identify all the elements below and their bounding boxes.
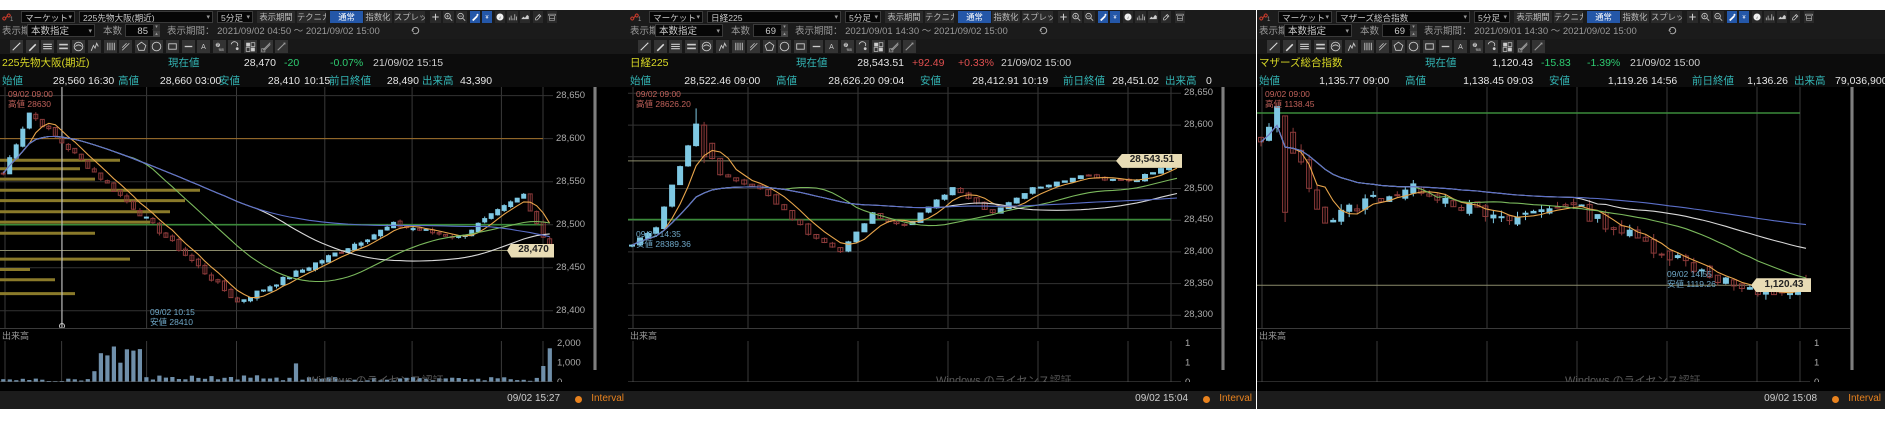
svg-text:出来高: 出来高: [2, 330, 29, 341]
svg-text:安値 28410: 安値 28410: [150, 317, 193, 327]
svg-text:¥: ¥: [1113, 15, 1117, 21]
svg-text:09/02 10:15: 09/02 10:15: [150, 307, 195, 317]
svg-text:1: 1: [1814, 338, 1819, 349]
svg-text:09/02 09:00: 09/02 09:00: [636, 89, 681, 99]
svg-text:2,000: 2,000: [557, 338, 581, 349]
svg-text:09/02 14:55: 09/02 14:55: [1667, 269, 1712, 279]
svg-text:A: A: [1458, 44, 1463, 51]
svg-text:A: A: [201, 44, 206, 51]
svg-text:1: 1: [1185, 338, 1190, 349]
svg-text:¥: ¥: [485, 15, 489, 21]
svg-text:安値 28389.36: 安値 28389.36: [636, 239, 691, 249]
svg-text:安値 1119.26: 安値 1119.26: [1667, 279, 1716, 289]
svg-text:09/01 14:35: 09/01 14:35: [636, 229, 681, 239]
svg-text:1: 1: [1185, 358, 1190, 369]
svg-text:1,000: 1,000: [557, 358, 581, 369]
svg-text:出来高: 出来高: [630, 330, 657, 341]
svg-text:09/02 09:00: 09/02 09:00: [8, 89, 53, 99]
svg-text:社員: 社員: [1475, 47, 1481, 51]
svg-text:1: 1: [1814, 358, 1819, 369]
svg-text:高値 28630: 高値 28630: [8, 99, 51, 109]
svg-text:社員: 社員: [218, 47, 224, 51]
svg-text:出来高: 出来高: [1259, 330, 1286, 341]
svg-text:¥: ¥: [1742, 15, 1746, 21]
svg-text:09/02 09:00: 09/02 09:00: [1265, 89, 1310, 99]
svg-text:A: A: [829, 44, 834, 51]
svg-text:社員: 社員: [846, 47, 852, 51]
svg-text:高値 28626.20: 高値 28626.20: [636, 99, 691, 109]
svg-text:高値 1138.45: 高値 1138.45: [1265, 99, 1315, 109]
